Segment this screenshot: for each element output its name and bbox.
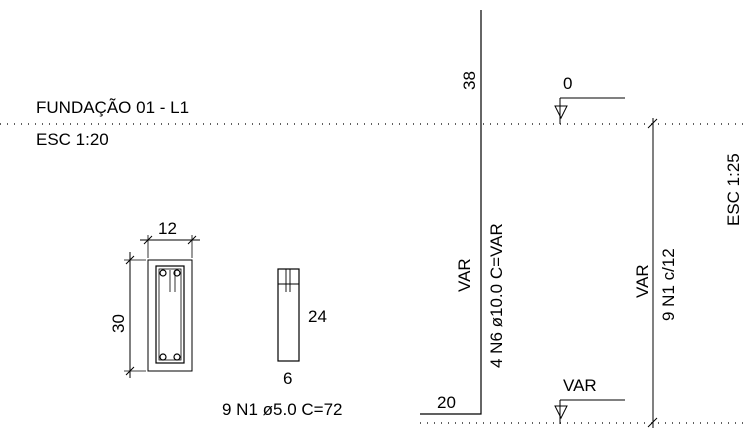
- stirrup-spec: 9 N1 ø5.0 C=72: [222, 400, 343, 419]
- bar-bottom-length: 20: [437, 393, 456, 412]
- level-marker-top: 0: [554, 74, 625, 124]
- rebar-dot: [173, 353, 181, 361]
- bar-height-label: VAR: [455, 258, 474, 292]
- stirrup-width-label: 6: [283, 369, 292, 388]
- bar-top-length: 38: [460, 71, 479, 90]
- section-stirrup: [155, 265, 185, 364]
- dimension-height: 30: [109, 252, 146, 378]
- section-width-label: 12: [158, 219, 177, 238]
- dimension-width: 12: [140, 219, 200, 258]
- rebar-dot: [159, 269, 167, 277]
- scale-right: ESC 1:25: [724, 153, 743, 226]
- scale-left: ESC 1:20: [36, 130, 109, 149]
- level-bottom-label: VAR: [563, 376, 597, 395]
- longitudinal-bar: [420, 10, 482, 415]
- stirrup-distribution: 9 N1 c/12: [659, 248, 678, 321]
- section-stirrup-inner: [158, 268, 182, 361]
- stirrup-distribution-dimension: [647, 118, 658, 428]
- bar-spec: 4 N6 ø10.0 C=VAR: [487, 223, 506, 368]
- section-height-label: 30: [109, 314, 128, 333]
- stirrup-height-label: 24: [308, 307, 327, 326]
- rebar-dot: [159, 353, 167, 361]
- level-marker-bottom: VAR: [554, 376, 625, 424]
- stirrup-zone-height: VAR: [633, 264, 652, 298]
- rebar-dot: [173, 269, 181, 277]
- drawing-title: FUNDAÇÃO 01 - L1: [36, 98, 189, 117]
- stirrup-detail: 24 6: [277, 268, 327, 388]
- cross-section: [147, 259, 193, 372]
- level-top-label: 0: [563, 74, 572, 93]
- section-outline: [147, 259, 193, 372]
